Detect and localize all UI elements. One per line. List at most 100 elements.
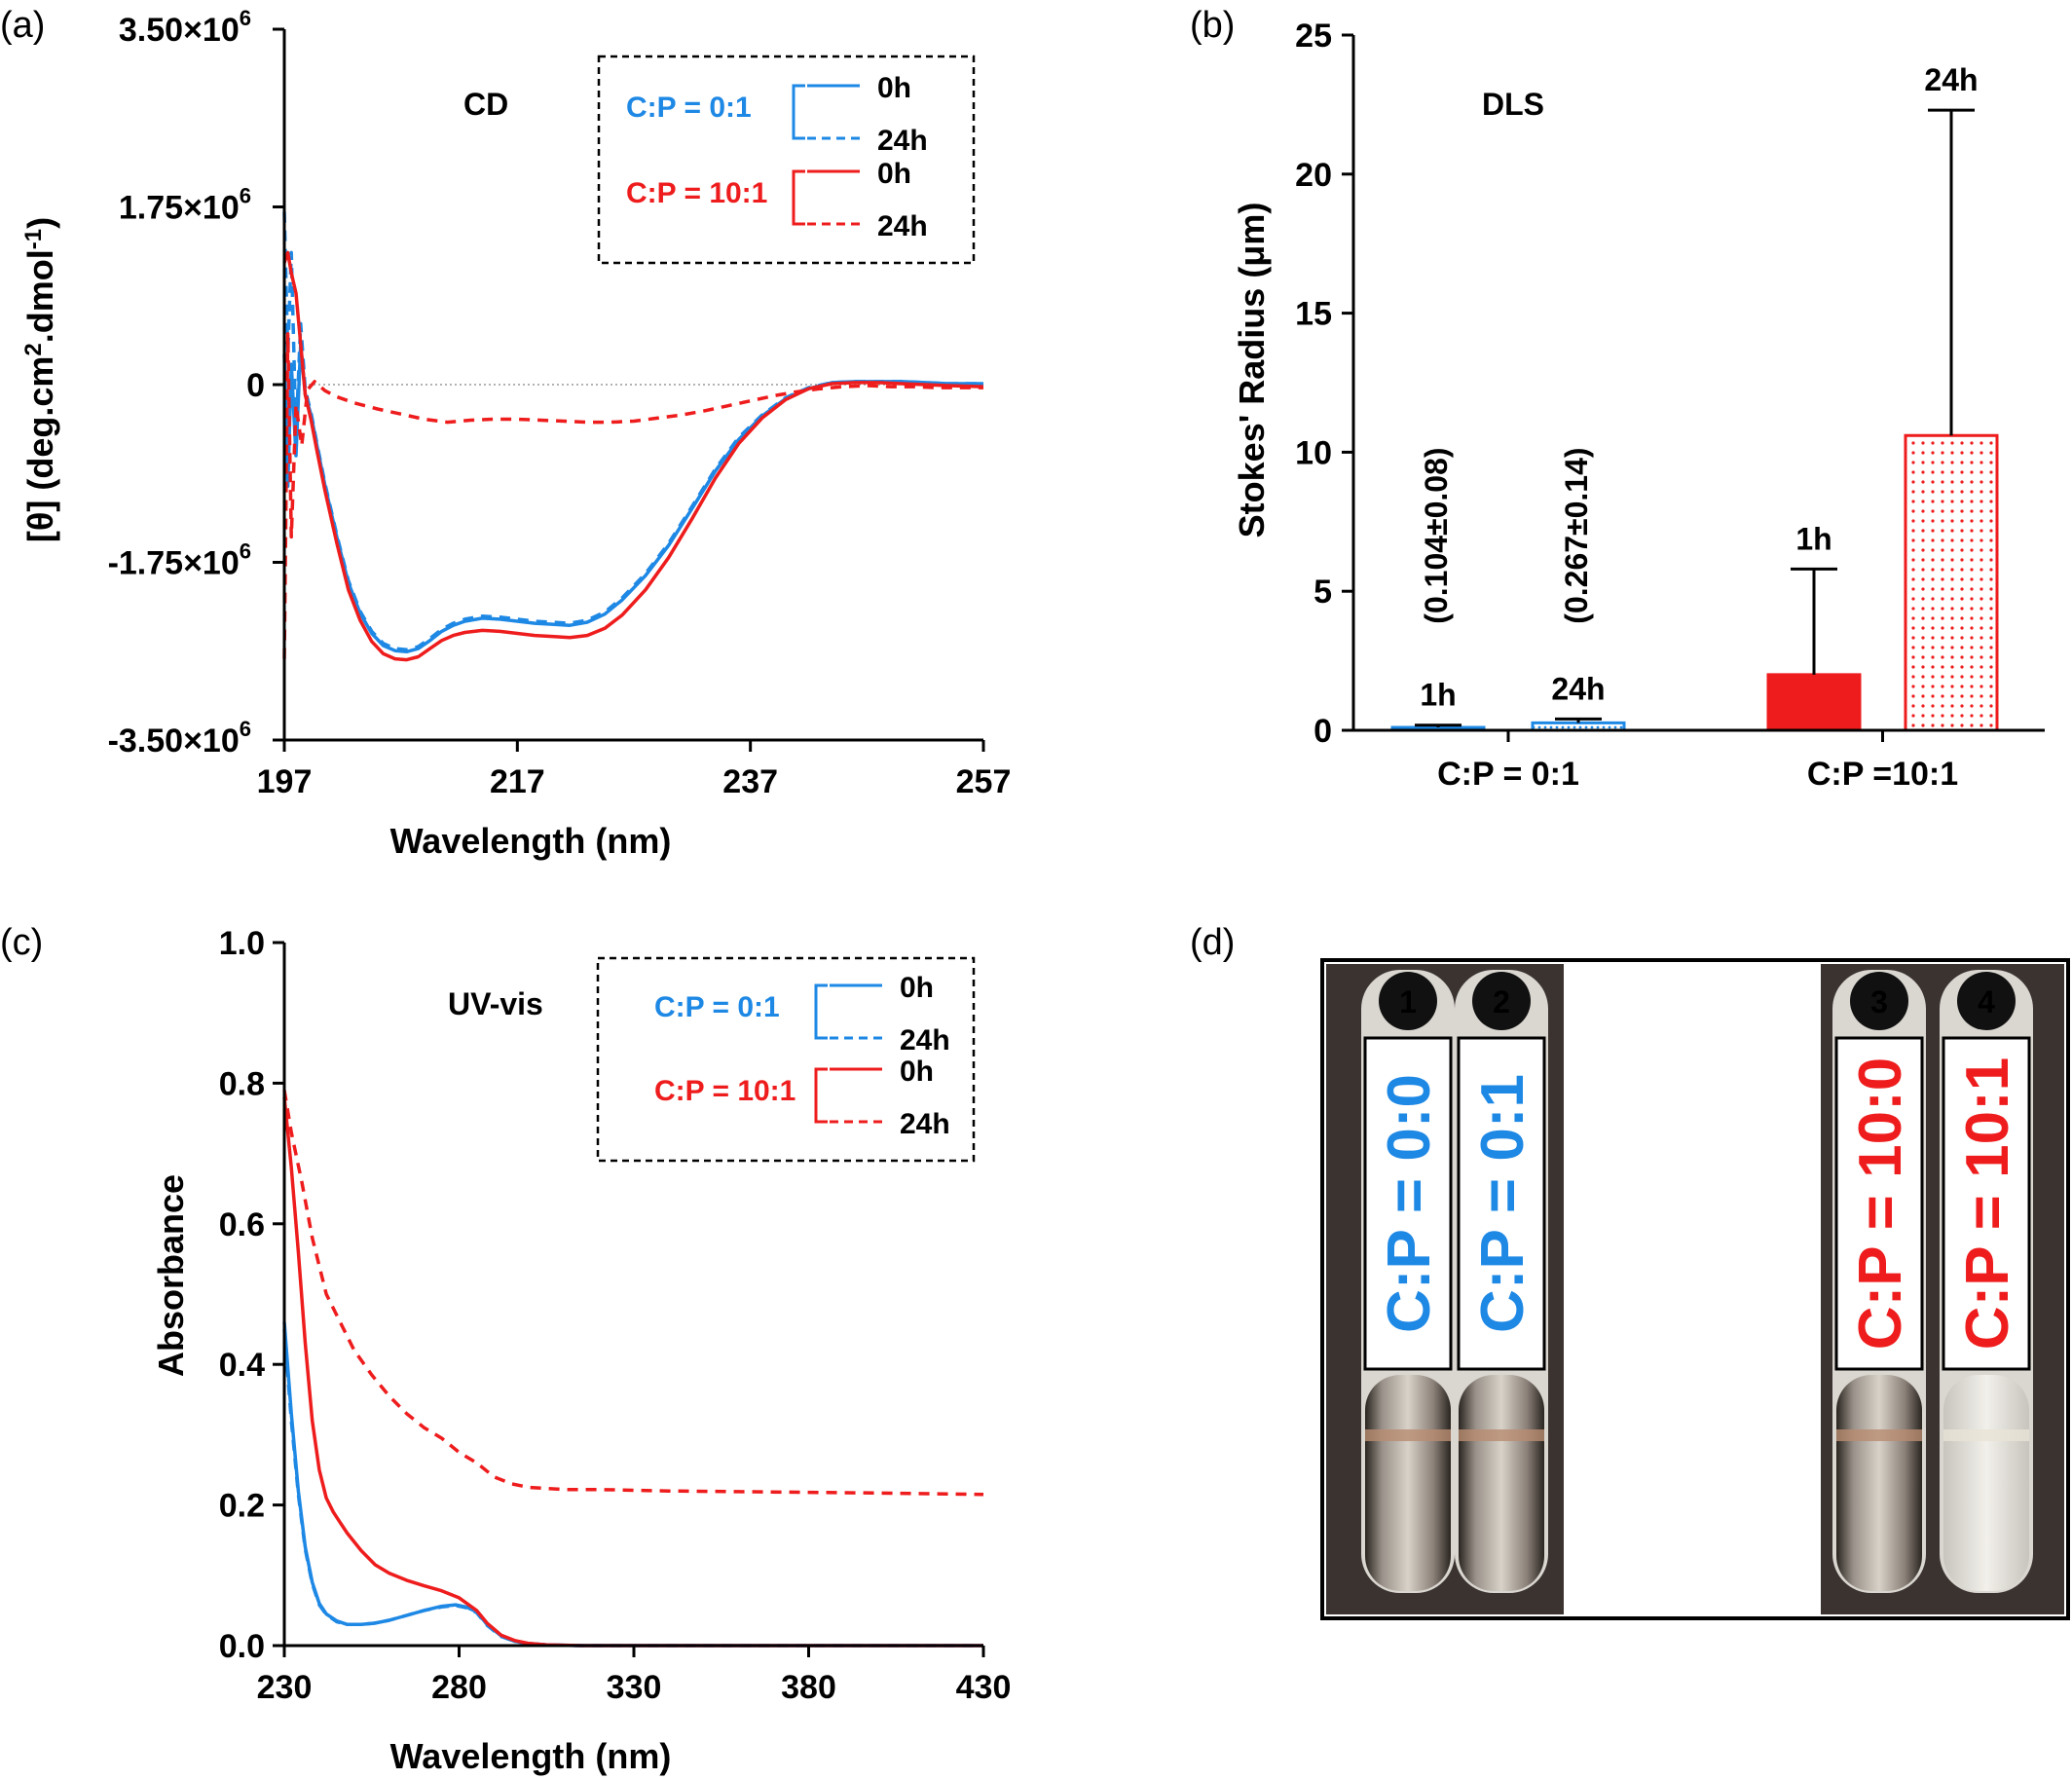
series-line (282, 1090, 984, 1497)
y-tick-label: 0 (1314, 713, 1332, 750)
legend-group-label: C:P = 10:1 (654, 1075, 796, 1107)
y-tick-label: 0.6 (219, 1206, 265, 1243)
panel-label: (c) (0, 922, 43, 963)
legend-entry: 24h (900, 1024, 950, 1056)
tube-label-box (1363, 1036, 1453, 1371)
panel-d-photo: (d) 1 C:P = 0:0 2 C:P = 0:1 3 C:P = 10:0 4 C:P … (1190, 922, 2070, 1620)
plot-area: 1h (0.104±0.08) 24h (0.267±0.14) 1h 24h 0 5 10 15… (1295, 18, 2045, 793)
bar (1766, 673, 1862, 732)
panel-a-cd: (a) 197 217 237 257 3.50×106 1.75×106 0 -1.75×1… (0, 5, 1011, 861)
series-line (282, 1321, 983, 1648)
tube-label-box (1457, 1036, 1546, 1371)
y-tick-label: 15 (1295, 296, 1332, 333)
legend-group-label: C:P = 0:1 (626, 92, 752, 124)
y-tick-label: 0.0 (219, 1628, 265, 1665)
legend-box (597, 55, 976, 265)
legend-bracket (814, 983, 828, 1040)
bar-time-label: 24h (1924, 62, 1978, 97)
legend-entry: 24h (900, 1108, 950, 1140)
panel-label: (a) (0, 5, 45, 46)
legend-bracket (792, 84, 805, 140)
y-tick-label: 0.8 (219, 1065, 265, 1102)
y-tick-label: 25 (1295, 18, 1332, 55)
tube-number-badge (1850, 972, 1908, 1030)
legend-entry: 0h (900, 972, 934, 1004)
bar-time-label: 24h (1551, 671, 1605, 706)
legend-group-label: C:P = 0:1 (654, 991, 780, 1023)
y-axis-title: Stokes' Radius (μm) (1232, 203, 1272, 538)
bar-annotation: (0.104±0.08) (1419, 447, 1454, 623)
y-tick-label: 1.75×106 (119, 184, 251, 227)
tube-label-box (1834, 1036, 1924, 1371)
tube-label-box (1942, 1036, 2031, 1371)
bar-annotation: (0.267±0.14) (1559, 447, 1594, 623)
y-tick-label: 10 (1295, 434, 1332, 471)
tube-number: 4 (1978, 984, 1995, 1019)
tube-label: C:P = 0:0 (1376, 1074, 1443, 1333)
series-line (282, 342, 983, 654)
tube-label: C:P = 10:0 (1847, 1057, 1914, 1350)
series-line (282, 250, 984, 662)
meniscus (1365, 1429, 1451, 1441)
tube-label: C:P = 0:1 (1469, 1074, 1536, 1333)
inset-label: DLS (1482, 87, 1544, 122)
series-line (282, 211, 983, 651)
x-tick-label: 230 (257, 1669, 313, 1706)
y-tick-label: 3.50×106 (119, 6, 251, 49)
x-axis-title: Wavelength (nm) (390, 821, 672, 861)
y-tick-label: 1.0 (219, 925, 265, 962)
y-tick-label: -3.50×106 (108, 717, 251, 760)
meniscus (1459, 1429, 1544, 1441)
tube-liquid (1836, 1375, 1922, 1591)
inset-label: CD (463, 87, 508, 122)
x-tick-label: 197 (257, 763, 313, 800)
tube-label: C:P = 10:1 (1954, 1057, 2021, 1350)
group-label: C:P = 0:1 (1437, 756, 1579, 793)
y-axis-title: [θ] (deg.cm2.dmol-1) (20, 217, 60, 542)
y-tick-label: 0.4 (219, 1347, 265, 1384)
series-line (282, 1096, 983, 1648)
x-tick-label: 330 (607, 1669, 662, 1706)
tube-number: 2 (1493, 984, 1510, 1019)
bar-time-label: 1h (1420, 678, 1456, 713)
panel-label: (d) (1190, 922, 1235, 963)
plot-area: 230 280 330 380 430 1.0 0.8 0.6 0.4 0.2 0.0 (219, 925, 1012, 1706)
x-tick-label: 217 (490, 763, 545, 800)
legend-group-label: C:P = 10:1 (626, 177, 767, 209)
tube-number-badge (1957, 972, 2016, 1030)
y-tick-label: 0 (246, 367, 265, 404)
x-tick-label: 257 (956, 763, 1012, 800)
legend-entry: 0h (877, 72, 911, 104)
tube-liquid (1459, 1375, 1544, 1591)
tube-liquid (1943, 1375, 2029, 1591)
tick-exponent: 6 (240, 717, 251, 741)
meniscus (1836, 1429, 1922, 1441)
series-line (282, 332, 983, 659)
legend-entry: 24h (877, 210, 928, 242)
tick-exponent: 6 (240, 6, 251, 30)
x-tick-label: 237 (722, 763, 778, 800)
legend-entry: 24h (877, 125, 928, 157)
tick-exponent: 6 (240, 184, 251, 208)
tube-number: 1 (1399, 984, 1417, 1019)
y-tick-label: -1.75×106 (108, 539, 251, 582)
legend-entry: 0h (877, 158, 911, 190)
y-tick-label: 20 (1295, 157, 1332, 194)
panel-label: (b) (1190, 5, 1235, 46)
inset-label: UV-vis (448, 986, 543, 1021)
y-tick-label: 5 (1314, 574, 1332, 611)
x-axis-title: Wavelength (nm) (390, 1736, 672, 1776)
group-label: C:P =10:1 (1807, 756, 1958, 793)
tube-liquid (1365, 1375, 1451, 1591)
legend-bracket (814, 1067, 828, 1124)
y-tick-label: 0.2 (219, 1488, 265, 1525)
tick-exponent: 6 (240, 539, 251, 564)
legend-bracket (792, 169, 805, 226)
meniscus (1943, 1429, 2029, 1441)
y-axis-title: Absorbance (151, 1174, 191, 1377)
tube-number: 3 (1870, 984, 1888, 1019)
legend-entry: 0h (900, 1056, 934, 1088)
